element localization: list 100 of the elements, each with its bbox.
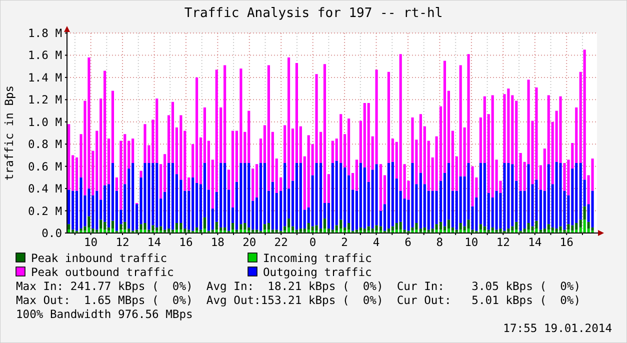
bar [140, 230, 142, 233]
bar [387, 228, 390, 232]
x-tick-label: 2 [341, 236, 348, 249]
x-tick-label: 8 [436, 236, 444, 249]
bar [231, 223, 234, 230]
bar [419, 173, 422, 229]
bar [519, 153, 522, 191]
bar [68, 124, 70, 190]
bar [555, 228, 558, 232]
bar [511, 226, 514, 231]
x-tick-label: 18 [210, 236, 225, 249]
bar [244, 223, 246, 230]
bar [80, 177, 82, 229]
bar [359, 227, 362, 231]
bar [467, 228, 470, 233]
y-axis-title: traffic in Bps [3, 85, 16, 181]
y-tick-label: 0.8 M [28, 138, 62, 152]
bar [555, 162, 558, 229]
bar [399, 222, 402, 230]
bar [340, 220, 342, 229]
y-tick-label: 0.4 M [28, 182, 62, 196]
bar [299, 228, 302, 232]
x-tick-label: 4 [372, 236, 380, 249]
bar [415, 223, 418, 230]
bar [156, 227, 158, 231]
bar [196, 227, 198, 231]
bar [156, 98, 158, 163]
y-tick-label: 1.2 M [28, 94, 62, 107]
bar [491, 95, 494, 198]
bar [248, 110, 250, 163]
bar [156, 163, 158, 228]
bar [583, 206, 586, 220]
bar [467, 220, 470, 229]
bar [175, 223, 178, 230]
bar [92, 228, 94, 232]
bar [567, 224, 570, 230]
y-tick-label: 1.8 M [28, 27, 62, 40]
bar [144, 223, 146, 230]
bar [88, 216, 90, 228]
bar [495, 190, 498, 230]
bar [307, 135, 310, 208]
x-tick-label: 0 [309, 236, 316, 249]
bar [160, 226, 162, 231]
bar [140, 224, 142, 230]
x-tick-label: 12 [496, 236, 510, 249]
bar [315, 163, 318, 226]
bar [323, 218, 326, 229]
x-tick-label: 14 [147, 236, 162, 249]
x-tick-label: 14 [528, 236, 542, 249]
bar [287, 218, 290, 228]
bar [327, 228, 330, 232]
y-tick-label: 1.0 M [28, 116, 62, 129]
bar [203, 217, 206, 229]
x-tick-label: 16 [179, 236, 193, 249]
bar [379, 226, 382, 231]
bar [419, 228, 422, 232]
bar [231, 130, 234, 208]
legend-label: Peak outbound traffic [31, 266, 174, 279]
bar [267, 65, 270, 191]
bar [563, 163, 566, 191]
bar [587, 222, 590, 229]
text: 17:55 19.01.2014 [503, 322, 612, 335]
bar [323, 64, 326, 203]
bar [551, 227, 554, 231]
bar [387, 163, 390, 229]
bar [152, 225, 154, 231]
bar [180, 223, 182, 230]
bar [196, 77, 198, 183]
bar [347, 223, 350, 230]
bar [423, 227, 426, 231]
bar [471, 166, 474, 206]
bar [248, 227, 250, 231]
bar [152, 163, 154, 226]
bar [224, 163, 226, 228]
bar [248, 163, 250, 228]
bar [319, 228, 322, 232]
x-tick-label: 22 [274, 236, 288, 249]
bar [535, 228, 538, 233]
bar [499, 228, 502, 232]
bar [240, 224, 242, 230]
bar [224, 227, 226, 231]
bar [411, 163, 414, 228]
bar [68, 224, 70, 230]
bar [271, 182, 274, 230]
bar [483, 163, 486, 226]
bar [167, 228, 170, 232]
bar [171, 163, 174, 230]
bar [511, 164, 514, 226]
legend-label: Incoming traffic [263, 252, 372, 265]
bar [371, 228, 374, 232]
bar [507, 163, 510, 229]
bar [331, 140, 334, 163]
bar [319, 163, 322, 229]
bar [503, 163, 506, 231]
bar [579, 163, 582, 220]
bar [256, 164, 258, 198]
bar [311, 226, 314, 231]
bar [391, 162, 394, 226]
bar [579, 220, 582, 228]
x-tick-label: 12 [116, 236, 130, 249]
